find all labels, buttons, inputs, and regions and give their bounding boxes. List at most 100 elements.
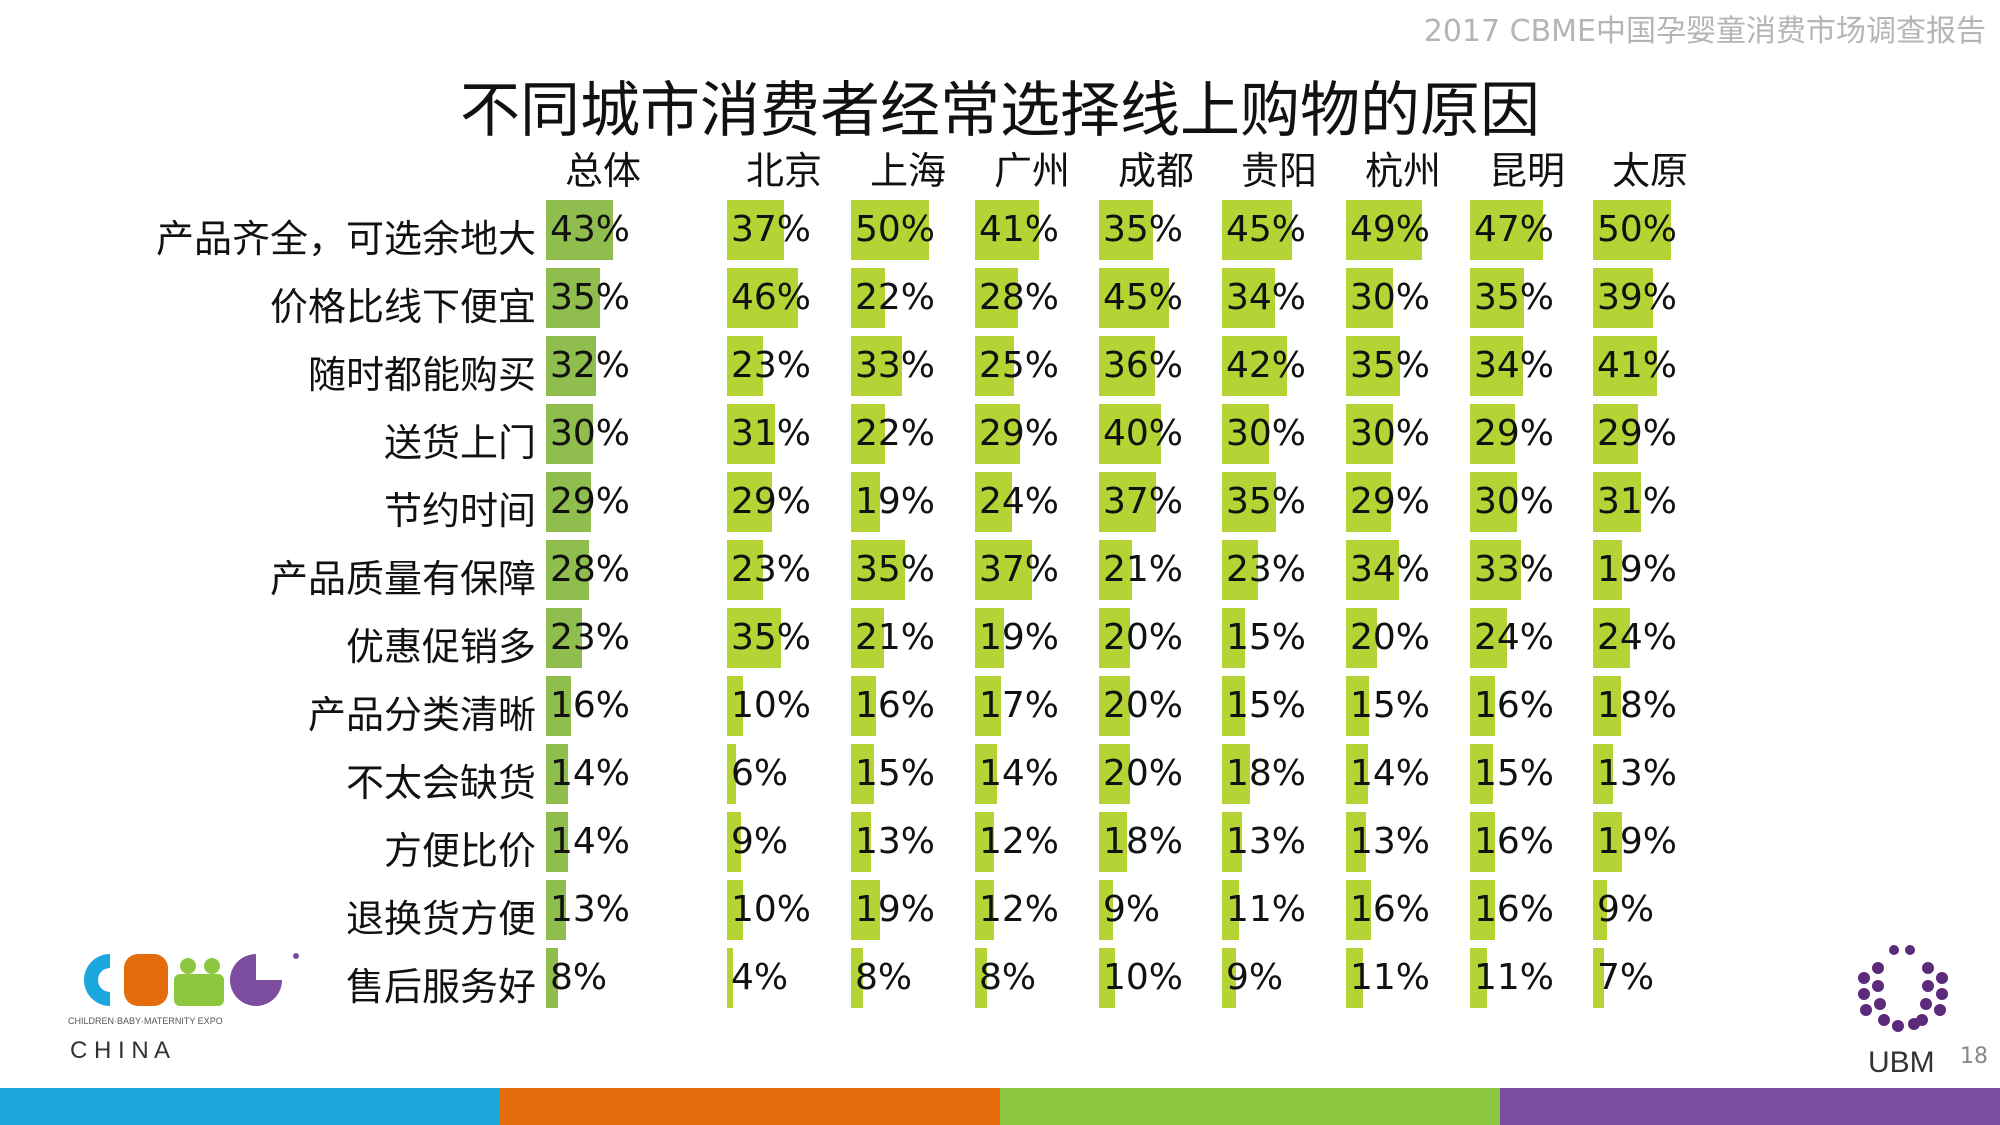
value-label: 29% bbox=[1350, 481, 1431, 522]
bar bbox=[546, 268, 600, 328]
bar bbox=[1470, 744, 1493, 804]
value-label: 13% bbox=[550, 889, 631, 930]
value-label: 16% bbox=[1350, 889, 1431, 930]
value-label: 9% bbox=[1103, 889, 1161, 930]
bar bbox=[1346, 880, 1371, 940]
value-label: 28% bbox=[979, 277, 1060, 318]
bar bbox=[1099, 948, 1115, 1008]
value-label: 23% bbox=[731, 345, 812, 386]
value-label: 12% bbox=[979, 821, 1060, 862]
value-label: 10% bbox=[731, 685, 812, 726]
column-header: 上海 bbox=[869, 149, 946, 193]
bar bbox=[975, 744, 997, 804]
bar bbox=[727, 948, 733, 1008]
bar bbox=[1346, 676, 1369, 736]
value-label: 16% bbox=[1474, 685, 1555, 726]
bar bbox=[1470, 404, 1515, 464]
value-label: 9% bbox=[1597, 889, 1655, 930]
bar bbox=[1222, 676, 1245, 736]
row-label: 节约时间 bbox=[383, 489, 536, 533]
column-header: 广州 bbox=[993, 149, 1070, 193]
row-label: 价格比线下便宜 bbox=[269, 285, 536, 329]
bar bbox=[1222, 268, 1275, 328]
value-label: 33% bbox=[855, 345, 936, 386]
value-label: 34% bbox=[1350, 549, 1431, 590]
bar bbox=[1222, 812, 1242, 872]
value-label: 19% bbox=[855, 889, 936, 930]
bar bbox=[546, 880, 566, 940]
bar bbox=[1593, 336, 1657, 396]
value-label: 36% bbox=[1103, 345, 1184, 386]
bar bbox=[1593, 676, 1621, 736]
bar bbox=[1222, 880, 1239, 940]
bar bbox=[851, 608, 884, 668]
value-label: 34% bbox=[1474, 345, 1555, 386]
bar bbox=[1222, 948, 1236, 1008]
value-label: 35% bbox=[731, 617, 812, 658]
bar bbox=[1470, 336, 1523, 396]
bar bbox=[1099, 676, 1130, 736]
bar bbox=[1346, 336, 1400, 396]
bar bbox=[1346, 200, 1422, 260]
bar bbox=[1222, 608, 1245, 668]
bar bbox=[546, 608, 582, 668]
bar bbox=[727, 812, 741, 872]
footer-strip-purple bbox=[1500, 1088, 2000, 1125]
bar bbox=[1593, 948, 1604, 1008]
value-label: 37% bbox=[979, 549, 1060, 590]
bar bbox=[851, 744, 874, 804]
value-label: 18% bbox=[1226, 753, 1307, 794]
value-label: 37% bbox=[731, 209, 812, 250]
bar bbox=[1593, 880, 1607, 940]
bar bbox=[1470, 608, 1507, 668]
bar bbox=[1470, 200, 1543, 260]
bar bbox=[727, 336, 763, 396]
value-label: 14% bbox=[550, 753, 631, 794]
row-label: 产品分类清晰 bbox=[307, 693, 536, 737]
value-label: 45% bbox=[1226, 209, 1307, 250]
bar bbox=[727, 744, 736, 804]
cbme-logo: CHILDREN·BABY·MATERNITY EXPO C H I N A bbox=[68, 953, 299, 1064]
row-label: 送货上门 bbox=[383, 421, 536, 465]
value-label: 28% bbox=[550, 549, 631, 590]
footer-strip-green bbox=[1000, 1088, 1500, 1125]
bar bbox=[851, 812, 871, 872]
bar bbox=[1593, 540, 1622, 600]
bar bbox=[1099, 404, 1161, 464]
bar bbox=[1470, 948, 1487, 1008]
value-label: 35% bbox=[1103, 209, 1184, 250]
bar bbox=[1099, 880, 1113, 940]
value-label: 42% bbox=[1226, 345, 1307, 386]
value-label: 35% bbox=[855, 549, 936, 590]
value-label: 46% bbox=[731, 277, 812, 318]
bar bbox=[727, 540, 763, 600]
value-label: 23% bbox=[731, 549, 812, 590]
value-label: 7% bbox=[1597, 957, 1655, 998]
value-label: 16% bbox=[550, 685, 631, 726]
row-label: 方便比价 bbox=[383, 829, 536, 873]
value-label: 47% bbox=[1474, 209, 1555, 250]
column-header: 太原 bbox=[1611, 149, 1688, 193]
value-label: 41% bbox=[979, 209, 1060, 250]
value-label: 20% bbox=[1103, 753, 1184, 794]
value-label: 35% bbox=[550, 277, 631, 318]
cbme-china: C H I N A bbox=[70, 1037, 170, 1064]
value-label: 19% bbox=[1597, 821, 1678, 862]
bar bbox=[975, 880, 994, 940]
row-label: 产品质量有保障 bbox=[269, 557, 536, 601]
value-label: 17% bbox=[979, 685, 1060, 726]
bar bbox=[1470, 880, 1495, 940]
bar bbox=[1470, 676, 1495, 736]
value-label: 20% bbox=[1103, 685, 1184, 726]
value-label: 39% bbox=[1597, 277, 1678, 318]
bar bbox=[1593, 472, 1641, 532]
footer-color-strip bbox=[0, 1088, 2000, 1125]
bar bbox=[851, 336, 902, 396]
value-label: 15% bbox=[1226, 617, 1307, 658]
bar bbox=[546, 540, 589, 600]
value-label: 43% bbox=[550, 209, 631, 250]
column-header: 杭州 bbox=[1364, 149, 1441, 193]
value-label: 9% bbox=[1226, 957, 1284, 998]
value-label: 14% bbox=[1350, 753, 1431, 794]
bar bbox=[546, 336, 596, 396]
